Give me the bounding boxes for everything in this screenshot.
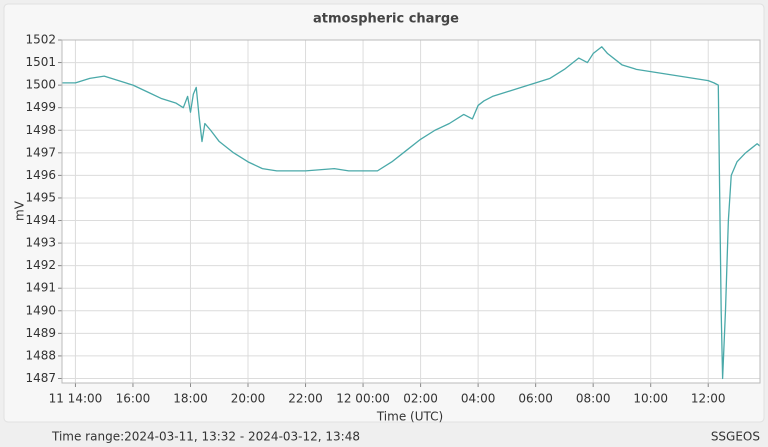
x-tick-label: 04:00: [461, 392, 496, 406]
source: SSGEOS: [711, 430, 760, 444]
plot-area: [61, 39, 761, 384]
y-tick-label: 1502: [25, 33, 56, 47]
y-tick-label: 1492: [25, 258, 56, 272]
y-tick-label: 1495: [25, 190, 56, 204]
y-tick-label: 1497: [25, 145, 56, 159]
y-tick-label: 1499: [25, 100, 56, 114]
y-axis-label: mV: [13, 200, 27, 221]
y-tick-label: 1488: [25, 348, 56, 362]
x-tick-label: 22:00: [288, 392, 323, 406]
y-tick-label: 1496: [25, 168, 56, 182]
x-tick-label: 18:00: [173, 392, 208, 406]
x-tick-label: 12 00:00: [336, 392, 390, 406]
y-tick-label: 1494: [25, 213, 56, 227]
y-tick-label: 1498: [25, 123, 56, 137]
y-tick-label: 1490: [25, 303, 56, 317]
y-tick-label: 1491: [25, 281, 56, 295]
x-tick-label: 08:00: [576, 392, 611, 406]
x-tick-label: 06:00: [518, 392, 553, 406]
y-tick-label: 1489: [25, 326, 56, 340]
y-tick-label: 1500: [25, 78, 56, 92]
x-tick-label: 16:00: [116, 392, 151, 406]
x-tick-label: 12:00: [691, 392, 726, 406]
x-tick-label: 10:00: [633, 392, 668, 406]
plot-area: [61, 39, 761, 384]
x-axis-label: Time (UTC): [376, 410, 443, 424]
y-tick-label: 1493: [25, 236, 56, 250]
x-tick-label: 20:00: [231, 392, 266, 406]
time-range: Time range:2024-03-11, 13:32 - 2024-03-1…: [51, 430, 360, 444]
y-tick-label: 1487: [25, 371, 56, 385]
chart-title: atmospheric charge: [313, 12, 459, 27]
y-tick-label: 1501: [25, 55, 56, 69]
data-line: [62, 46, 761, 380]
x-tick-label: 02:00: [403, 392, 438, 406]
x-tick-label: 11 14:00: [49, 392, 103, 406]
